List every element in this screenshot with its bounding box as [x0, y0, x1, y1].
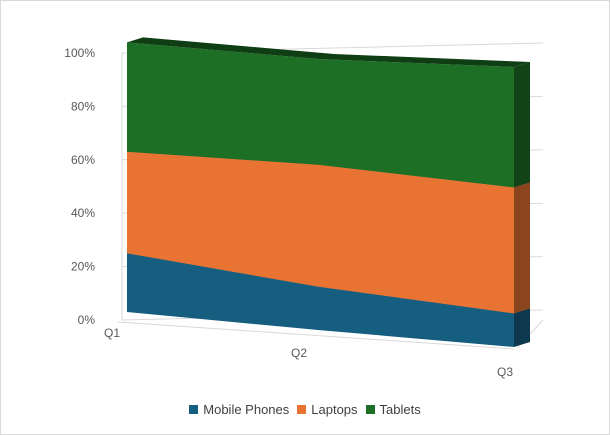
area-series-layer — [127, 37, 530, 347]
series-tablets-top-face — [127, 37, 530, 67]
area-chart: 0% 20% 40% 60% 80% 100% Q1 Q2 Q3 — [64, 37, 544, 379]
y-tick-80-: 80% — [71, 99, 95, 113]
y-tick-0-: 0% — [78, 313, 96, 327]
series-tablets-area — [127, 42, 514, 188]
legend-label-mobile-phones: Mobile Phones — [203, 402, 290, 417]
legend-item-tablets: Tablets — [365, 402, 421, 417]
legend-label-laptops: Laptops — [311, 402, 358, 417]
floor-front-edge — [117, 321, 515, 350]
y-tick-60-: 60% — [71, 153, 95, 167]
legend-label-tablets: Tablets — [379, 402, 421, 417]
legend-swatch-mobile-phones — [189, 405, 199, 414]
series-mobile-phones-side-face — [514, 308, 530, 347]
series-tablets-side-face — [514, 62, 530, 188]
series-laptops-area — [127, 151, 514, 314]
y-axis-ticks: 0% 20% 40% 60% 80% 100% — [64, 46, 95, 327]
legend: Mobile Phones Laptops Tablets — [0, 402, 610, 417]
x-tick-q3: Q3 — [497, 365, 513, 379]
x-tick-q1: Q1 — [104, 326, 120, 340]
series-mobile-phones-area — [127, 253, 514, 347]
legend-swatch-tablets — [365, 405, 375, 414]
legend-swatch-laptops — [297, 405, 307, 414]
series-laptops-side-face — [514, 182, 530, 314]
x-axis-ticks: Q1 Q2 Q3 — [104, 326, 513, 379]
legend-item-mobile-phones: Mobile Phones — [189, 402, 289, 417]
legend-item-laptops: Laptops — [297, 402, 358, 417]
x-tick-q2: Q2 — [291, 346, 307, 360]
y-tick-100-: 100% — [64, 46, 95, 60]
y-tick-40-: 40% — [71, 206, 95, 220]
y-tick-20-: 20% — [71, 260, 95, 274]
